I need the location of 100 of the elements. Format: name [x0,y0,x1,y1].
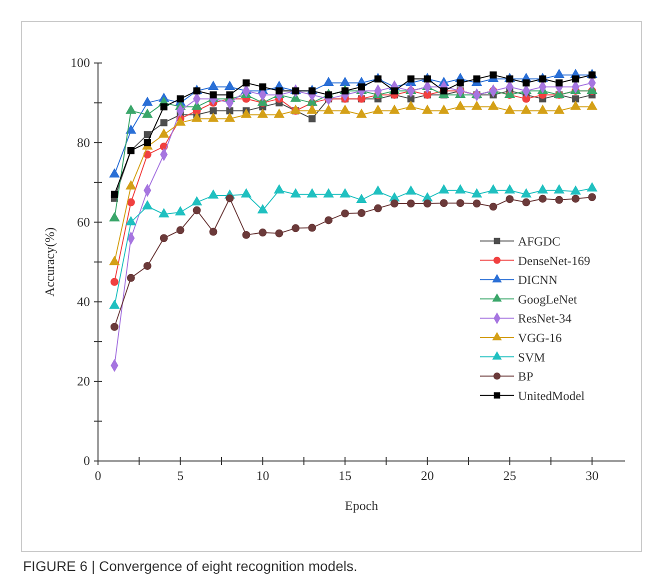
point [110,322,118,331]
point [208,189,219,199]
point [126,274,135,282]
point [191,112,202,122]
point [126,216,136,226]
point [372,185,384,195]
point [438,184,450,194]
point [110,190,118,198]
x-tick-label: 5 [177,468,184,484]
point [456,199,464,208]
point [240,188,252,198]
point [158,208,170,218]
x-tick-label: 30 [586,468,599,484]
point [160,234,168,242]
point [554,184,564,194]
point [275,229,284,238]
point [341,87,349,94]
point [174,206,186,216]
y-tick-label: 100 [70,55,90,70]
point [226,194,234,202]
point [126,104,136,114]
point [274,108,285,118]
point [520,188,532,198]
point [160,119,168,126]
point [454,100,466,110]
point [440,199,448,208]
point [340,76,350,86]
point [570,185,581,195]
point [340,104,350,114]
point [240,108,252,118]
point [323,76,334,86]
point [306,104,318,114]
point [142,96,153,106]
point [242,230,250,239]
point [324,216,333,224]
point [306,188,318,198]
point [570,100,581,110]
point [586,182,598,192]
point [226,91,234,98]
point [504,104,516,114]
point [522,198,530,206]
point [520,104,532,114]
point [308,224,316,232]
point [259,83,266,90]
point [358,209,366,218]
point [588,193,596,202]
point [554,104,564,114]
point [471,188,482,198]
point [210,91,217,98]
point [572,75,580,82]
point [406,100,416,110]
point [356,108,367,118]
point [226,107,234,114]
point [158,128,170,138]
point [290,188,301,198]
point [572,194,580,203]
point [276,87,283,94]
point [372,104,384,114]
point [471,100,482,110]
point [490,71,497,78]
point [555,196,564,204]
point [308,115,316,122]
point [323,188,334,198]
point [176,95,184,102]
point [258,228,267,237]
point [389,104,400,114]
point [340,188,350,198]
point [341,209,350,218]
point [209,228,218,236]
point [144,139,151,146]
point [208,112,219,122]
point [191,196,202,206]
legend-label: GoogLeNet [518,292,578,306]
point [407,75,414,82]
point [537,184,548,194]
point [126,180,136,190]
legend-label: ResNet-34 [518,312,572,326]
y-axis-title: Accuracy(%) [42,227,57,297]
point [374,75,382,82]
y-tick-label: 0 [84,453,90,468]
x-tick-label: 15 [338,468,352,484]
legend-label: VGG-16 [518,331,562,345]
point [224,80,236,90]
point [109,168,120,178]
point [143,262,152,270]
point [126,124,136,134]
caption: FIGURE 6 | Convergence of eight recognition models. [23,558,358,574]
point [308,87,316,94]
x-tick-label: 0 [94,468,102,484]
point [174,116,186,126]
legend-label: DICNN [518,273,558,288]
legend-label: DenseNet-169 [518,254,590,268]
point [454,184,466,194]
point [586,100,598,110]
point [489,202,498,211]
point [109,212,120,222]
point [374,204,382,212]
point [323,104,334,114]
point [292,224,300,232]
point [423,200,432,208]
